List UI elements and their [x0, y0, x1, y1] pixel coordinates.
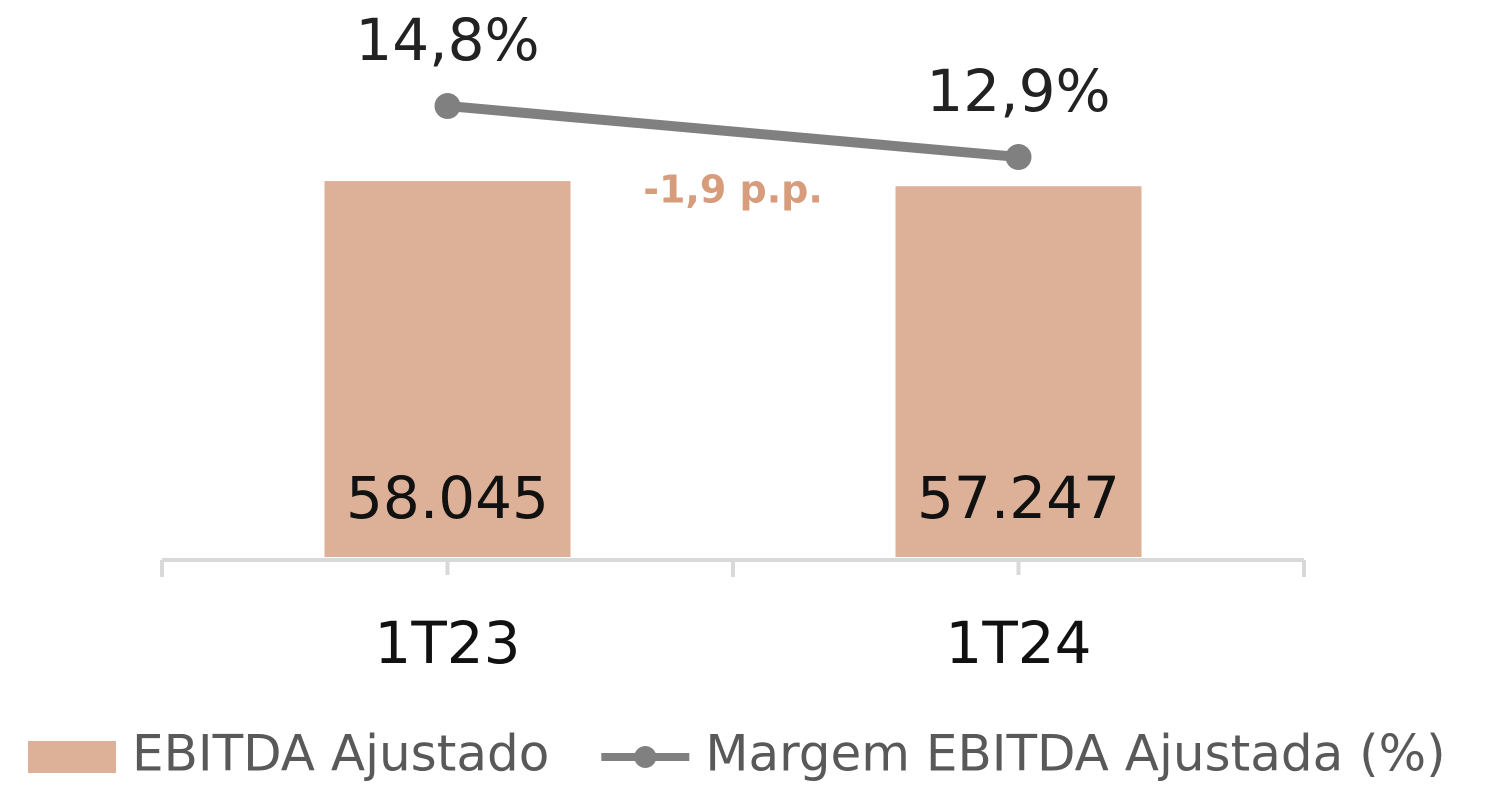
- bar: [895, 186, 1142, 557]
- bar: [324, 181, 571, 558]
- x-tick-label: 1T24: [945, 609, 1091, 677]
- x-tick-label: 1T23: [374, 609, 520, 677]
- data-label: 12,9%: [926, 57, 1110, 125]
- data-label: 14,8%: [355, 6, 539, 74]
- legend-label: EBITDA Ajustado: [132, 725, 549, 783]
- line: [447, 101, 1019, 163]
- data-label: 57.247: [917, 464, 1120, 532]
- data-label: 58.045: [346, 464, 549, 532]
- line-point: [1005, 144, 1032, 171]
- legend-swatch-point: [634, 746, 657, 768]
- annotation: -1,9 p.p.: [643, 168, 823, 212]
- legend-swatch: [28, 741, 116, 773]
- legend-label: Margem EBITDA Ajustada (%): [705, 725, 1445, 783]
- line-point: [434, 93, 461, 120]
